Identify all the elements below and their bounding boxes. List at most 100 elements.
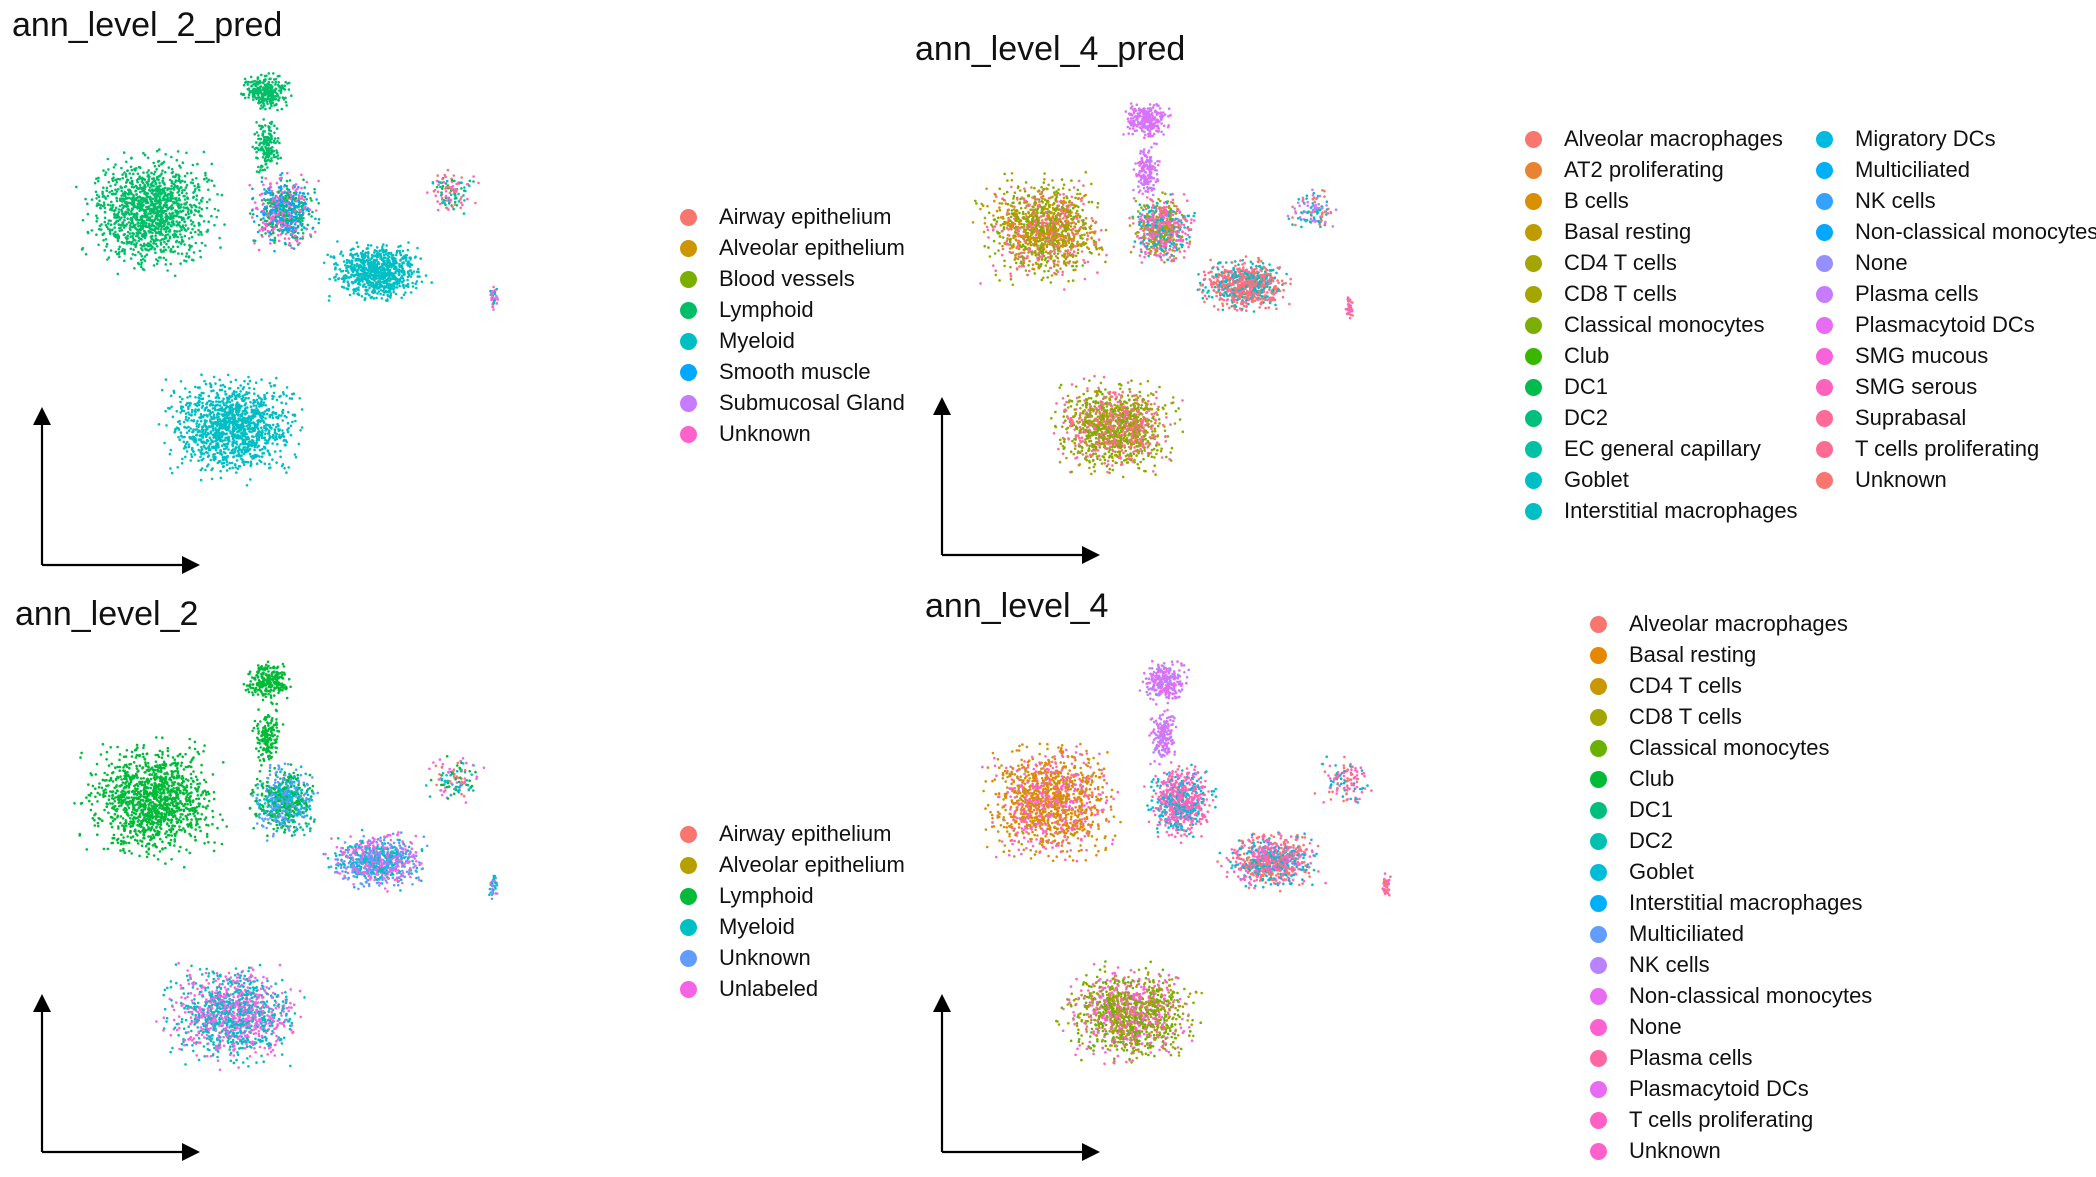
scatter-point [237, 427, 240, 430]
scatter-point [169, 467, 172, 470]
scatter-point [356, 269, 359, 272]
scatter-point [135, 212, 139, 216]
scatter-point [152, 172, 156, 176]
scatter-point [249, 75, 253, 79]
scatter-point [199, 450, 202, 454]
scatter-point [121, 192, 125, 195]
scatter-point [448, 191, 452, 195]
scatter-point [208, 198, 211, 201]
scatter-point [231, 409, 235, 413]
scatter-point [243, 412, 246, 416]
scatter-point [346, 280, 350, 283]
scatter-point [379, 254, 383, 258]
scatter-point [271, 423, 275, 427]
scatter-point [230, 449, 234, 452]
scatter-point [200, 453, 203, 456]
scatter-point [287, 237, 291, 240]
scatter-point [277, 196, 280, 200]
scatter-point [291, 232, 294, 236]
scatter-point [172, 214, 175, 218]
scatter-point [269, 186, 273, 189]
scatter-point [261, 133, 264, 137]
scatter-point [183, 234, 187, 238]
scatter-point [185, 402, 189, 405]
scatter-point [216, 193, 219, 196]
scatter-point [208, 436, 212, 440]
legend-label: Smooth muscle [719, 359, 871, 384]
scatter-point [210, 214, 213, 218]
scatter-point [180, 409, 184, 413]
scatter-point [202, 150, 206, 154]
scatter-point [202, 444, 206, 448]
scatter-point [230, 417, 234, 420]
scatter-point [261, 148, 265, 151]
scatter-point [75, 185, 78, 189]
scatter-point [329, 255, 333, 258]
scatter-point [257, 248, 261, 252]
scatter-point [133, 226, 137, 229]
scatter-point [164, 230, 168, 233]
scatter-point [131, 220, 134, 223]
scatter-point [342, 277, 346, 281]
scatter-point [190, 235, 194, 239]
scatter-point [250, 84, 253, 88]
scatter-point [155, 231, 158, 235]
scatter-point [131, 253, 135, 256]
scatter-point [1131, 132, 1134, 136]
scatter-point [372, 267, 375, 271]
scatter-point [175, 220, 178, 223]
scatter-point [232, 419, 235, 423]
scatter-point [282, 207, 286, 210]
scatter-point [300, 205, 304, 208]
scatter-point [122, 233, 126, 237]
scatter-point [194, 241, 198, 245]
scatter-point [313, 230, 317, 234]
scatter-point [261, 101, 265, 104]
scatter-point [309, 197, 312, 200]
scatter-point [97, 195, 101, 198]
scatter-point [256, 76, 260, 79]
scatter-point [226, 421, 229, 424]
scatter-point [433, 188, 437, 192]
scatter-point [122, 151, 126, 154]
scatter-point [143, 230, 147, 233]
scatter-point [157, 230, 161, 234]
scatter-point [169, 197, 172, 200]
scatter-point [457, 200, 461, 203]
scatter-point [132, 248, 135, 251]
scatter-point [287, 211, 291, 214]
scatter-point [369, 244, 373, 247]
scatter-point [116, 239, 120, 243]
scatter-point [268, 415, 272, 419]
scatter-point [245, 80, 248, 84]
scatter-point [201, 428, 205, 432]
scatter-point [452, 174, 456, 177]
scatter-point [212, 413, 216, 417]
scatter-point [326, 253, 330, 257]
scatter-point [218, 418, 222, 421]
scatter-point [190, 206, 193, 209]
scatter-point [221, 465, 225, 469]
scatter-point [296, 187, 299, 191]
scatter-point [143, 153, 147, 157]
scatter-point [103, 249, 106, 252]
scatter-point [238, 448, 241, 451]
scatter-point [121, 177, 124, 180]
scatter-point [193, 402, 197, 406]
scatter-point [258, 81, 262, 85]
scatter-point [184, 415, 188, 419]
scatter-point [302, 178, 305, 181]
scatter-point [248, 379, 252, 383]
scatter-point [197, 185, 200, 188]
scatter-point [142, 257, 145, 261]
scatter-point [126, 205, 129, 208]
scatter-point [401, 257, 405, 260]
scatter-point [164, 234, 167, 238]
scatter-point [128, 172, 131, 175]
scatter-point [179, 210, 182, 213]
scatter-point [291, 420, 294, 424]
scatter-point [195, 176, 198, 180]
scatter-point [86, 212, 90, 216]
scatter-point [130, 198, 134, 202]
scatter-point [294, 455, 298, 459]
